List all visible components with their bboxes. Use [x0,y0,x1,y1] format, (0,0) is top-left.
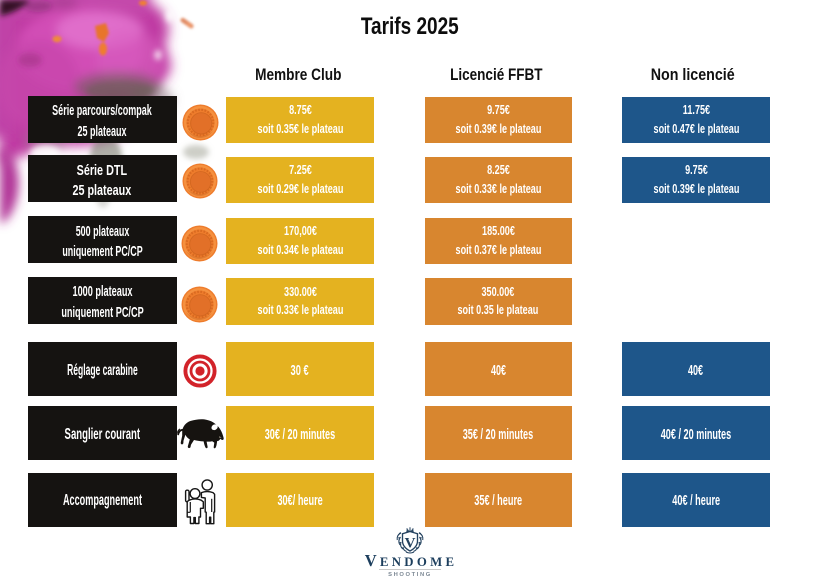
svg-text:V: V [405,536,416,552]
